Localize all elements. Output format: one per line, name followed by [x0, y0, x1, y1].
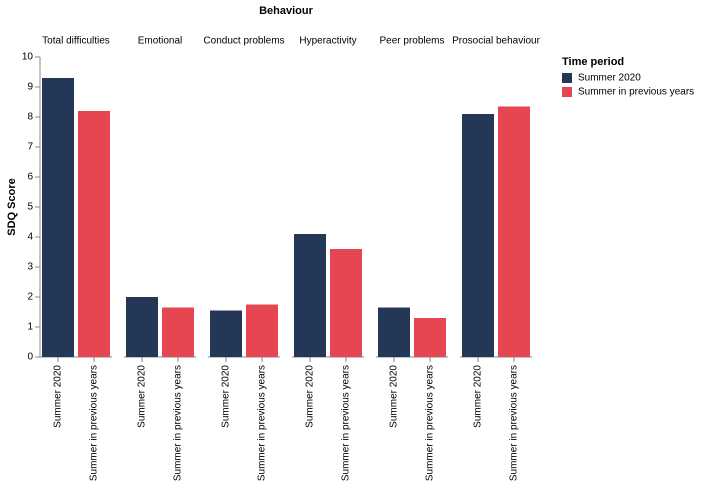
- y-tick-label: 5: [27, 202, 33, 213]
- legend-label: Summer 2020: [578, 73, 641, 84]
- x-tick-label: Summer in previous years: [89, 365, 100, 481]
- legend-swatch: [562, 87, 572, 97]
- y-tick-label: 4: [27, 232, 33, 243]
- y-tick-label: 10: [22, 52, 34, 63]
- legend-swatch: [562, 73, 572, 83]
- bar: [42, 78, 74, 357]
- x-tick-label: Summer 2020: [137, 365, 148, 428]
- y-tick-label: 7: [27, 142, 33, 153]
- y-tick-label: 9: [27, 82, 33, 93]
- y-tick-label: 0: [27, 352, 33, 363]
- x-tick-label: Summer 2020: [473, 365, 484, 428]
- bar: [414, 318, 446, 357]
- chart-title: Behaviour: [259, 5, 314, 17]
- y-tick-label: 1: [27, 322, 33, 333]
- facet-label: Emotional: [138, 36, 182, 47]
- x-tick-label: Summer in previous years: [509, 365, 520, 481]
- y-tick-label: 3: [27, 262, 33, 273]
- facet-label: Hyperactivity: [299, 36, 356, 47]
- bar: [330, 249, 362, 357]
- x-tick-label: Summer 2020: [305, 365, 316, 428]
- y-tick-label: 2: [27, 292, 33, 303]
- legend-title: Time period: [562, 56, 624, 68]
- legend-label: Summer in previous years: [578, 87, 694, 98]
- bar: [78, 111, 110, 357]
- bar: [498, 106, 530, 357]
- bar: [126, 297, 158, 357]
- bar: [210, 310, 242, 357]
- facet-label: Peer problems: [379, 36, 444, 47]
- y-tick-label: 6: [27, 172, 33, 183]
- bar: [162, 307, 194, 357]
- facet-label: Total difficulties: [42, 36, 110, 47]
- bar: [294, 234, 326, 357]
- facet-label: Conduct problems: [203, 36, 284, 47]
- x-tick-label: Summer 2020: [53, 365, 64, 428]
- facet-label: Prosocial behaviour: [452, 36, 540, 47]
- x-tick-label: Summer in previous years: [341, 365, 352, 481]
- y-tick-label: 8: [27, 112, 33, 123]
- x-tick-label: Summer in previous years: [257, 365, 268, 481]
- x-tick-label: Summer in previous years: [425, 365, 436, 481]
- bar: [378, 307, 410, 357]
- bar: [462, 114, 494, 357]
- bar: [246, 304, 278, 357]
- x-tick-label: Summer 2020: [389, 365, 400, 428]
- x-tick-label: Summer 2020: [221, 365, 232, 428]
- x-tick-label: Summer in previous years: [173, 365, 184, 481]
- y-axis-title: SDQ Score: [6, 178, 18, 235]
